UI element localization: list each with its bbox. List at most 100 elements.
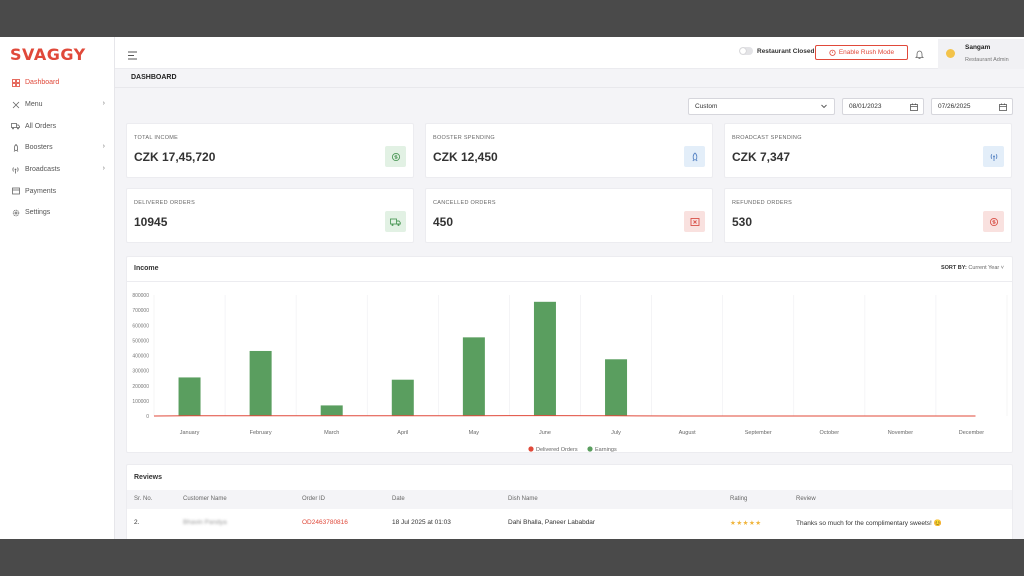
end-date-input[interactable]: 07/26/2025	[931, 98, 1013, 115]
cell-customer-name: Bhavin Pandya	[183, 519, 227, 526]
stat-card-cancelled-orders: CANCELLED ORDERS 450	[425, 188, 713, 243]
date-range-value: Custom	[695, 103, 718, 110]
cancel-box-icon	[684, 211, 705, 232]
user-role: Restaurant Admin	[965, 57, 1009, 63]
stat-card-broadcast-spending: BROADCAST SPENDING CZK 7,347	[724, 123, 1012, 178]
stat-label: DELIVERED ORDERS	[134, 200, 196, 206]
y-tick-label: 300000	[132, 369, 149, 375]
chevron-down-icon	[820, 102, 828, 112]
sort-by-label: SORT BY:	[940, 265, 967, 271]
calendar-icon[interactable]	[999, 103, 1007, 113]
refund-icon	[983, 211, 1004, 232]
end-date-value: 07/26/2025	[938, 103, 971, 110]
date-range-select[interactable]: Custom	[688, 98, 835, 115]
brand-logo[interactable]: SVAGGY	[10, 45, 86, 64]
sidebar-item-all-orders[interactable]: All Orders	[0, 115, 115, 137]
toggle-switch[interactable]	[739, 47, 753, 55]
column-header-rating: Rating	[730, 496, 748, 502]
sort-by-dropdown[interactable]: SORT BY: Current Year ˅	[941, 265, 1004, 271]
page-title: DASHBOARD	[131, 74, 177, 81]
sidebar-item-payments[interactable]: Payments	[0, 180, 115, 202]
stat-label: CANCELLED ORDERS	[433, 200, 496, 206]
bar-earnings	[249, 350, 272, 416]
column-header-review: Review	[796, 496, 816, 502]
column-header-date: Date	[392, 496, 405, 502]
utensils-icon	[11, 100, 20, 109]
divider	[127, 281, 1012, 282]
topbar: Restaurant Closed Enable Rush Mode Sanga…	[115, 37, 1024, 69]
calendar-icon[interactable]	[910, 103, 918, 113]
cell-dish-name: Dahi Bhalla, Paneer Lababdar	[508, 519, 596, 526]
rocket-icon	[11, 143, 20, 152]
bar-earnings	[605, 359, 628, 416]
stat-value: 450	[433, 215, 454, 229]
income-chart-card: Income SORT BY: Current Year ˅ 0 100000 20…	[126, 256, 1013, 453]
stat-value: CZK 12,450	[433, 150, 498, 164]
y-tick-label: 0	[146, 414, 149, 420]
timer-icon	[829, 49, 836, 56]
x-tick-label: August	[679, 430, 697, 436]
column-header-order-id: Order ID	[302, 496, 326, 502]
legend-marker	[528, 446, 534, 452]
rush-button-label: Enable Rush Mode	[838, 49, 895, 56]
sidebar-item-label: Dashboard	[25, 79, 60, 87]
x-tick-label: April	[397, 430, 408, 436]
sidebar-item-menu[interactable]: Menu ›	[0, 94, 115, 116]
chevron-right-icon: ›	[102, 99, 105, 107]
bell-icon[interactable]	[915, 47, 924, 65]
y-tick-label: 800000	[132, 293, 149, 299]
stat-value: 10945	[134, 215, 168, 229]
stat-value: 530	[732, 215, 753, 229]
y-tick-label: 200000	[132, 384, 149, 390]
reviews-title: Reviews	[134, 474, 163, 481]
x-tick-label: December	[959, 430, 985, 436]
stat-card-total-income: TOTAL INCOME CZK 17,45,720	[126, 123, 414, 178]
truck-icon	[11, 122, 20, 131]
stat-card-refunded-orders: REFUNDED ORDERS 530	[724, 188, 1012, 243]
x-tick-label: February	[250, 430, 272, 436]
stat-card-booster-spending: BOOSTER SPENDING CZK 12,450	[425, 123, 713, 178]
cell-review: Thanks so much for the complimentary swe…	[796, 520, 942, 527]
sort-by-value: Current Year	[968, 265, 1000, 271]
x-tick-label: November	[888, 430, 914, 436]
x-tick-label: June	[539, 430, 551, 436]
broadcast-icon	[11, 165, 20, 174]
restaurant-status-toggle[interactable]: Restaurant Closed	[739, 47, 814, 55]
avatar	[946, 49, 955, 58]
user-profile[interactable]: Sangam Restaurant Admin	[938, 39, 1024, 69]
column-header-sr-no: Sr. No.	[134, 496, 153, 502]
cell-date: 18 Jul 2025 at 01:03	[392, 519, 451, 526]
legend-label: Earnings	[595, 447, 617, 453]
hamburger-menu-icon[interactable]	[128, 47, 138, 60]
y-tick-label: 700000	[132, 308, 149, 314]
stat-label: REFUNDED ORDERS	[732, 200, 793, 206]
toggle-label: Restaurant Closed	[757, 47, 815, 55]
truck-icon	[385, 211, 406, 232]
chart-title: Income	[134, 265, 159, 272]
sidebar-nav: Dashboard Menu › All Orders Boosters › B…	[0, 72, 115, 224]
order-id-link[interactable]: OD2463780816	[302, 519, 348, 526]
star-rating: ★★★★★	[730, 520, 762, 527]
sidebar-item-label: Boosters	[25, 144, 53, 152]
y-tick-label: 400000	[132, 354, 149, 360]
x-tick-label: July	[611, 430, 621, 436]
stat-label: BROADCAST SPENDING	[732, 135, 802, 141]
legend-marker	[587, 446, 593, 452]
x-tick-label: October	[820, 430, 840, 436]
sidebar-item-boosters[interactable]: Boosters ›	[0, 137, 115, 159]
money-icon	[385, 146, 406, 167]
start-date-value: 08/01/2023	[849, 103, 882, 110]
sidebar-item-dashboard[interactable]: Dashboard	[0, 72, 115, 94]
x-tick-label: September	[745, 430, 772, 436]
sidebar-item-broadcasts[interactable]: Broadcasts ›	[0, 159, 115, 181]
sidebar-item-label: All Orders	[25, 122, 57, 130]
bar-earnings	[391, 379, 414, 416]
x-tick-label: March	[324, 430, 339, 436]
start-date-input[interactable]: 08/01/2023	[842, 98, 924, 115]
y-tick-label: 600000	[132, 323, 149, 329]
broadcast-icon	[983, 146, 1004, 167]
sidebar-item-settings[interactable]: Settings	[0, 202, 115, 224]
stat-value: CZK 17,45,720	[134, 150, 216, 164]
bar-earnings	[462, 337, 485, 416]
enable-rush-mode-button[interactable]: Enable Rush Mode	[815, 45, 908, 60]
